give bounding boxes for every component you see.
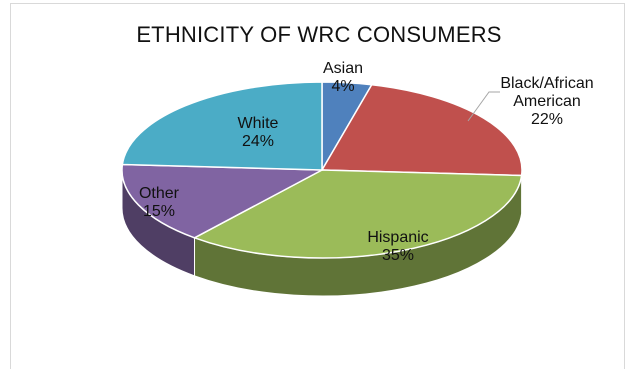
- pie-value-hispanic: 35%: [382, 247, 414, 264]
- pie-labels: Asian 4% Black/African American 22% Hispanic 3…: [139, 60, 594, 264]
- pie-slice-other: [121, 163, 325, 239]
- pie-label-asian: Asian 4%: [323, 60, 363, 95]
- leader-line-black-african-american: [467, 91, 500, 122]
- pie-value-white: 24%: [242, 133, 274, 150]
- pie-value-black-african-american: 22%: [531, 111, 563, 128]
- pie-slice-black-african-american: [320, 83, 523, 177]
- pie-slice-white: [121, 81, 323, 171]
- pie-slice-hispanic: [192, 169, 523, 259]
- pie-label-hispanic: Hispanic 35%: [367, 229, 428, 264]
- pie-value-asian: 4%: [331, 78, 354, 95]
- pie-label-white: White 24%: [238, 115, 279, 150]
- pie-value-other: 15%: [143, 203, 175, 220]
- pie-tops: [121, 81, 523, 259]
- chart-title: ETHNICITY OF WRC CONSUMERS: [136, 22, 502, 47]
- pie-label-black-african-american: Black/African American 22%: [500, 75, 593, 128]
- pie-leader-lines: [467, 91, 500, 122]
- pie-label-other: Other 15%: [139, 185, 180, 220]
